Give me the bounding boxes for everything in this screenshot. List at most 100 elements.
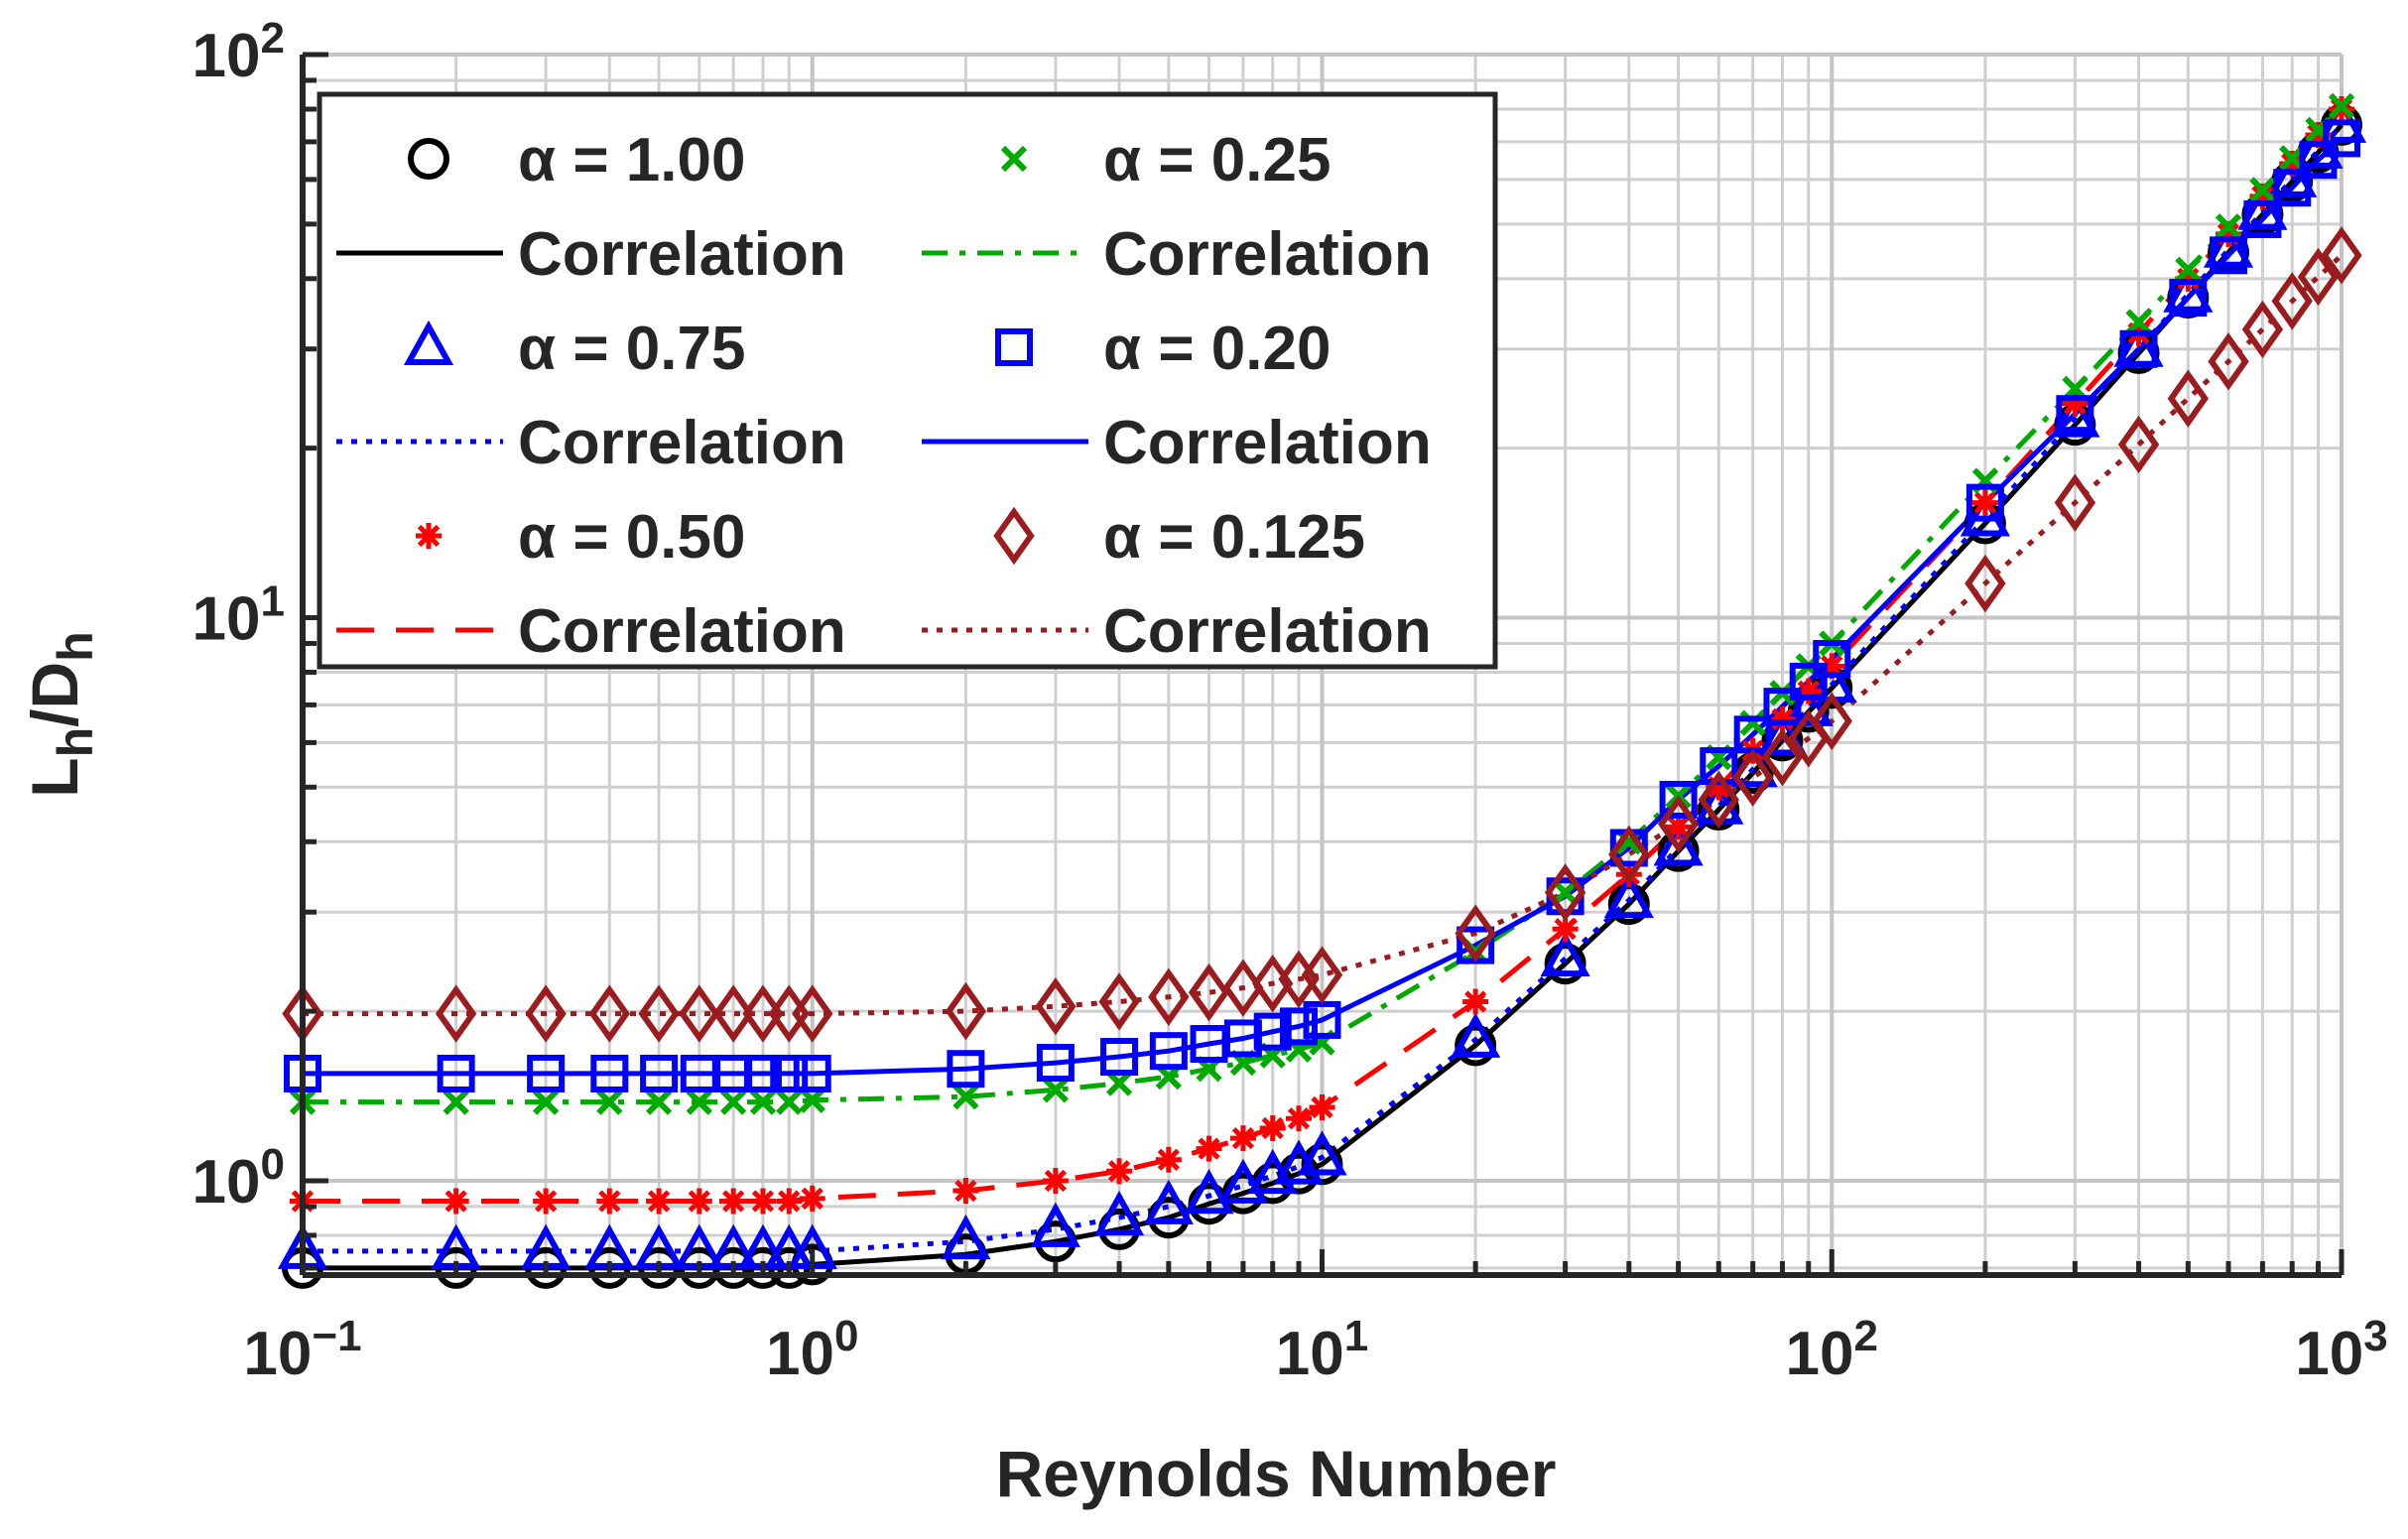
data-point [1462,988,1489,1015]
data-point [1971,489,1998,516]
data-point [1965,483,2004,522]
data-point [1789,662,1828,701]
data-point [1309,1093,1335,1120]
x-tick-exp: −1 [312,1312,361,1360]
data-point [1093,1190,1145,1236]
x-tick-exp: 3 [2363,1312,2387,1360]
data-point [640,1054,679,1092]
legend-label: α = 0.25 [1103,126,1331,194]
legend-correlation-label: Correlation [1103,220,1432,289]
data-point [2054,473,2096,532]
data-point [2237,185,2288,230]
data-point [590,1054,629,1092]
legend-marker [995,328,1033,366]
legend-label: α = 0.125 [1103,503,1365,572]
data-point [2279,150,2306,177]
x-tick-base: 10 [243,1320,312,1388]
data-point [1196,1135,1222,1162]
x-tick-base: 10 [766,1320,834,1388]
data-point [2175,256,2202,283]
data-point [1813,639,1851,678]
legend-correlation-label: Correlation [1103,597,1432,666]
data-point [2175,265,2202,292]
data-point [945,981,987,1041]
data-point [1042,1077,1069,1103]
data-point [2299,141,2338,180]
legend-correlation-label: Correlation [518,597,846,666]
data-point [1217,1158,1269,1204]
data-point [2056,395,2094,434]
data-point [2169,279,2208,318]
data-point [1769,705,1796,732]
data-point [1795,678,1822,705]
legend-label: α = 0.50 [518,503,745,572]
data-point [799,1185,825,1212]
y-tick-base: 10 [192,584,261,653]
data-point [2249,177,2276,203]
data-point [952,1178,979,1205]
y-tick-exp: 0 [261,1139,285,1188]
data-point [2297,247,2340,307]
data-point [1960,491,2011,537]
data-point [1763,688,1802,726]
data-point [720,1188,747,1215]
data-point [1608,825,1650,884]
data-point [1098,972,1140,1031]
data-point [679,984,720,1043]
y-label-sub2: h [48,631,103,662]
data-point [952,1084,979,1110]
data-point [1700,747,1738,786]
data-point [720,1089,747,1115]
data-point [1149,1032,1188,1071]
data-point [2210,236,2248,275]
x-tick-exp: 1 [1344,1312,1368,1360]
legend-correlation-label: Correlation [518,409,846,477]
data-point [2215,213,2242,240]
x-tick-exp: 0 [834,1312,858,1360]
data-point [1657,795,1700,853]
data-point [1253,1012,1292,1051]
data-point [2203,222,2254,268]
data-point [947,1050,985,1089]
data-point [941,1215,991,1260]
x-tick-label: 102 [1786,1312,1878,1389]
data-point [1603,872,1654,919]
data-point [1761,727,1804,787]
y-tick-base: 10 [192,1148,261,1217]
x-tick-base: 10 [1276,1320,1344,1388]
data-point [443,1188,469,1215]
data-point [638,984,680,1043]
y-tick-label: 100 [192,1139,285,1217]
x-tick-label: 10−1 [243,1312,361,1389]
data-point [525,984,567,1043]
data-point [2321,226,2362,285]
data-point [2273,169,2312,207]
data-point [712,984,754,1043]
data-point [1035,977,1077,1036]
y-tick-exp: 1 [261,577,285,625]
data-point [2125,309,2152,335]
data-point [2323,119,2360,158]
data-point [1659,780,1698,819]
axes [300,52,2345,1278]
data-point [1653,821,1704,866]
data-point [1451,1012,1501,1058]
data-point [1143,1179,1194,1224]
data-point [588,984,630,1043]
series-line-4 [303,136,2344,1077]
legend-label: α = 0.20 [1103,315,1331,383]
data-point [1036,1044,1075,1083]
data-point [1964,554,2006,613]
data-point [2243,199,2282,238]
legend-marker [993,506,1035,566]
x-tick-base: 10 [2295,1320,2363,1388]
data-point [1552,916,1579,943]
x-axis-label: Reynolds Number [996,1437,1557,1510]
data-point [1301,946,1343,1004]
y-tick-label: 102 [192,14,285,91]
data-point [792,984,833,1043]
data-point [1303,1000,1341,1039]
legend-marker [1000,145,1028,173]
data-point [1540,931,1590,977]
